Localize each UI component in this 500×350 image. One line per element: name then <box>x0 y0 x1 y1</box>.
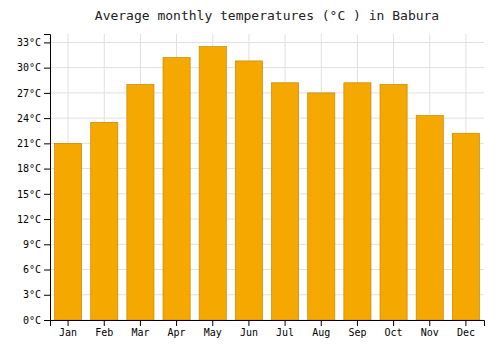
tick-mark <box>44 194 50 195</box>
axis-domain <box>44 35 51 321</box>
bar <box>199 47 226 320</box>
tick-mark <box>44 42 50 43</box>
tick-label: 30°C <box>17 62 41 73</box>
tick-label: Mar <box>131 327 149 338</box>
x-tick: Mar <box>131 320 149 338</box>
y-tick: 12°C <box>17 214 50 225</box>
tick-mark <box>44 118 50 119</box>
y-tick: 27°C <box>17 88 50 99</box>
tick-mark <box>44 295 50 296</box>
bar <box>55 143 82 320</box>
tick-mark <box>44 143 50 144</box>
bar <box>452 133 479 320</box>
x-tick: Apr <box>168 320 186 338</box>
y-tick: 0°C <box>23 315 50 326</box>
tick-label: Jan <box>59 327 77 338</box>
tick-label: Sep <box>348 327 366 338</box>
bar <box>163 58 190 320</box>
tick-label: Feb <box>95 327 113 338</box>
tick-mark <box>44 68 50 69</box>
x-axis: Jan Feb Mar Apr May Jun Jul Aug Sep Oct Nov Dec <box>51 320 485 338</box>
tick-label: 3°C <box>23 289 41 300</box>
x-tick: Jun <box>240 320 258 338</box>
bars <box>55 47 480 320</box>
tick-mark <box>68 320 69 326</box>
x-tick: Sep <box>348 320 366 338</box>
x-tick: Feb <box>95 320 113 338</box>
tick-label: Oct <box>385 327 403 338</box>
tick-label: 0°C <box>23 315 41 326</box>
tick-label: 27°C <box>17 88 41 99</box>
tick-label: Aug <box>312 327 330 338</box>
bar <box>91 122 118 320</box>
tick-label: Jul <box>276 327 294 338</box>
tick-label: Apr <box>168 327 186 338</box>
tick-mark <box>321 320 322 326</box>
tick-mark <box>44 320 50 321</box>
tick-mark <box>429 320 430 326</box>
tick-mark <box>212 320 213 326</box>
x-tick: Jan <box>59 320 77 338</box>
bar <box>272 83 299 320</box>
tick-label: 15°C <box>17 189 41 200</box>
tick-label: Jun <box>240 327 258 338</box>
chart: Jan Feb Mar Apr May Jun Jul Aug Sep Oct Nov Dec 0°C 3… <box>0 0 500 350</box>
x-tick: Oct <box>385 320 403 338</box>
y-tick: 24°C <box>17 113 50 124</box>
y-tick: 15°C <box>17 189 50 200</box>
bar <box>308 93 335 320</box>
bar <box>127 84 154 320</box>
tick-mark <box>285 320 286 326</box>
plot-area: Jan Feb Mar Apr May Jun Jul Aug Sep Oct Nov Dec 0°C 3… <box>17 34 485 338</box>
grid <box>50 34 484 320</box>
tick-label: 24°C <box>17 113 41 124</box>
tick-label: 21°C <box>17 138 41 149</box>
tick-mark <box>104 320 105 326</box>
tick-mark <box>140 320 141 326</box>
tick-label: Dec <box>457 327 475 338</box>
x-tick: May <box>204 320 222 338</box>
tick-mark <box>44 93 50 94</box>
x-tick: Nov <box>421 320 439 338</box>
tick-mark <box>44 244 50 245</box>
y-tick: 6°C <box>23 264 50 275</box>
tick-label: 6°C <box>23 264 41 275</box>
tick-mark <box>465 320 466 326</box>
tick-mark <box>44 270 50 271</box>
title: Average monthly temperatures (°C ) in Ba… <box>95 8 439 23</box>
tick-label: 18°C <box>17 163 41 174</box>
y-tick: 9°C <box>23 239 50 250</box>
grid-line-y <box>50 67 484 68</box>
tick-mark <box>44 169 50 170</box>
tick-label: 33°C <box>17 37 41 48</box>
y-tick: 21°C <box>17 138 50 149</box>
y-tick: 18°C <box>17 163 50 174</box>
y-tick: 30°C <box>17 62 50 73</box>
y-axis: 0°C 3°C 6°C 9°C 12°C 15°C 18°C 21°C 24°C 27°C 30°C… <box>17 35 51 326</box>
tick-mark <box>248 320 249 326</box>
y-tick: 33°C <box>17 37 50 48</box>
tick-label: May <box>204 327 222 338</box>
tick-label: 9°C <box>23 239 41 250</box>
tick-label: Nov <box>421 327 439 338</box>
x-tick: Jul <box>276 320 294 338</box>
tick-mark <box>44 219 50 220</box>
x-tick: Aug <box>312 320 330 338</box>
axis-domain <box>51 321 485 327</box>
bar <box>416 116 443 320</box>
tick-mark <box>176 320 177 326</box>
bar <box>235 61 262 320</box>
grid-line-y <box>50 92 484 93</box>
grid-line-y <box>50 42 484 43</box>
tick-mark <box>357 320 358 326</box>
tick-label: 12°C <box>17 214 41 225</box>
bar <box>344 83 371 320</box>
y-tick: 3°C <box>23 289 50 300</box>
tick-mark <box>393 320 394 326</box>
bar <box>380 84 407 320</box>
x-tick: Dec <box>457 320 475 338</box>
